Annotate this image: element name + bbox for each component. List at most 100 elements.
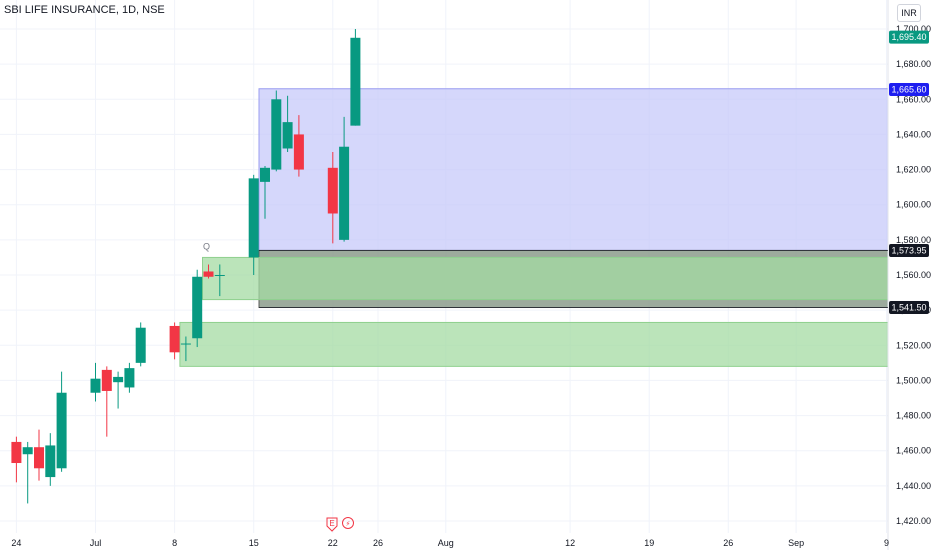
price-label: 1,573.95: [259, 243, 929, 257]
currency-label[interactable]: INR: [897, 4, 921, 22]
symbol-title[interactable]: SBI LIFE INSURANCE, 1D, NSE: [4, 4, 165, 16]
candle-body: [271, 99, 282, 170]
candle[interactable]: [180, 336, 191, 362]
candle-body: [34, 447, 44, 469]
candle[interactable]: [271, 90, 282, 172]
price-label: 1,541.50: [259, 301, 929, 315]
price-label-box: [889, 301, 929, 315]
green-zone-upper[interactable]: [202, 256, 889, 301]
annotations-layer: Q: [203, 242, 210, 252]
candle-body: [90, 378, 101, 393]
price-label-text: 1,695.40: [891, 32, 926, 42]
candle[interactable]: [327, 152, 338, 244]
zones-layer: [179, 88, 889, 367]
time-tick-label: 22: [328, 538, 338, 548]
price-tick-label: 1,620.00: [896, 165, 931, 175]
candle[interactable]: [339, 116, 350, 242]
price-tick-label: 1,460.00: [896, 446, 931, 456]
candle[interactable]: [214, 264, 225, 297]
price-label-text: 1,573.95: [891, 245, 926, 255]
price-label-box: [889, 243, 929, 257]
earnings-letter: E: [329, 519, 334, 528]
events-layer[interactable]: E ⚡: [326, 517, 354, 532]
candle[interactable]: [34, 429, 44, 481]
candle-body: [124, 368, 135, 388]
time-tick-label: 24: [11, 538, 21, 548]
candle[interactable]: [203, 264, 214, 279]
candle-body: [350, 37, 361, 126]
price-tick-label: 1,660.00: [896, 94, 931, 104]
candle-body: [101, 369, 112, 391]
price-label-box: [889, 82, 929, 96]
candle-body: [327, 167, 338, 214]
candle[interactable]: [350, 29, 361, 126]
price-tick-label: 1,420.00: [896, 516, 931, 526]
price-label: 1,695.40: [889, 30, 929, 44]
candle[interactable]: [135, 322, 146, 367]
green-zone-lower[interactable]: [179, 321, 889, 367]
earnings-event-icon[interactable]: E: [326, 517, 338, 532]
time-tick-label: Aug: [438, 538, 454, 548]
price-label: 1,665.60: [889, 82, 929, 96]
price-tick-label: 1,480.00: [896, 411, 931, 421]
candle-body: [192, 276, 203, 339]
time-axis[interactable]: 24 Jul 8 15 22 26 Aug 12 19 26 Sep 9: [11, 538, 889, 548]
candle[interactable]: [56, 371, 67, 472]
price-tick-label: 1,700.00: [896, 24, 931, 34]
time-tick-label: Sep: [788, 538, 804, 548]
time-tick-label: 26: [723, 538, 733, 548]
price-labels-layer: 1,695.40 1,665.60 1,573.95 1,541.50: [259, 30, 929, 315]
price-tick-label: 1,600.00: [896, 200, 931, 210]
candle-body: [293, 134, 304, 170]
price-tick-label: 1,680.00: [896, 59, 931, 69]
candle[interactable]: [45, 433, 56, 486]
time-tick-label: Jul: [90, 538, 102, 548]
candle[interactable]: [101, 366, 112, 437]
annotation-label: Q: [203, 242, 210, 252]
price-tick-label: 1,500.00: [896, 375, 931, 385]
price-tick-label: 1,520.00: [896, 340, 931, 350]
candle[interactable]: [113, 371, 124, 409]
candle[interactable]: [11, 436, 22, 483]
price-label-box: [889, 30, 929, 44]
dividend-symbol: ⚡: [346, 520, 351, 528]
candle[interactable]: [22, 441, 33, 504]
candle-body: [282, 122, 293, 149]
blue-zone[interactable]: [258, 88, 889, 251]
candle-body: [11, 441, 22, 464]
candle-body: [339, 146, 350, 240]
candle-body: [135, 327, 146, 363]
price-axis[interactable]: 1,420.00 1,440.00 1,460.00 1,480.00 1,500.00…: [887, 0, 931, 550]
candle-body: [56, 392, 67, 469]
candle[interactable]: [282, 95, 293, 152]
candle-body: [22, 447, 33, 455]
time-tick-label: 12: [565, 538, 575, 548]
price-label-text: 1,665.60: [891, 84, 926, 94]
candle[interactable]: [248, 174, 259, 275]
dividend-event-icon[interactable]: ⚡: [342, 517, 354, 529]
time-tick-label: 8: [172, 538, 177, 548]
time-tick-label: 15: [249, 538, 259, 548]
price-tick-label: 1,440.00: [896, 481, 931, 491]
time-tick-label: 9: [884, 538, 889, 548]
candle[interactable]: [192, 269, 203, 348]
candle[interactable]: [293, 115, 304, 177]
time-tick-label: 26: [373, 538, 383, 548]
candle-body: [260, 167, 270, 182]
candle[interactable]: [90, 362, 101, 402]
candle[interactable]: [169, 322, 180, 360]
price-label-text: 1,541.50: [891, 303, 926, 313]
candle-body: [45, 445, 56, 478]
price-tick-label: 1,560.00: [896, 270, 931, 280]
candle-body: [248, 178, 259, 258]
candle[interactable]: [124, 362, 135, 393]
candle-body: [203, 271, 214, 277]
candles-layer: [11, 29, 361, 504]
candle-body: [113, 376, 124, 383]
candle[interactable]: [260, 166, 270, 219]
price-tick-label: 1,640.00: [896, 129, 931, 139]
candle-body: [180, 343, 191, 345]
candle-body: [214, 275, 225, 276]
candle-body: [169, 325, 180, 353]
